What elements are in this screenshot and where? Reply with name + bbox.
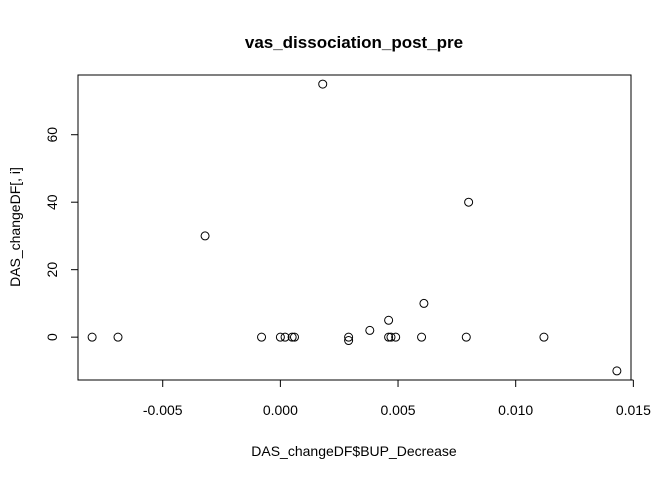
data-point: [318, 79, 328, 89]
data-point: [275, 332, 285, 342]
data-point: [344, 332, 354, 342]
x-axis: -0.005 0.000 0.005 0.010 0.015: [143, 379, 651, 418]
data-point: [289, 332, 299, 342]
data-point: [200, 231, 210, 241]
data-point: [280, 332, 290, 342]
y-tick-label: 20: [44, 262, 60, 278]
data-point: [365, 325, 375, 335]
y-axis: 0 20 40 60: [44, 127, 79, 341]
data-point: [87, 332, 97, 342]
data-point: [384, 332, 394, 342]
data-point: [461, 332, 471, 342]
x-tick-label: 0.015: [616, 402, 651, 418]
data-point: [464, 197, 474, 207]
x-tick-label: 0.005: [381, 402, 416, 418]
data-point: [417, 332, 427, 342]
data-points: [87, 79, 622, 376]
y-tick-label: 0: [44, 333, 60, 341]
data-point: [344, 336, 354, 346]
data-point: [257, 332, 267, 342]
data-point: [287, 332, 297, 342]
data-point: [386, 332, 396, 342]
data-point: [419, 298, 429, 308]
data-point: [539, 332, 549, 342]
chart-title: vas_dissociation_post_pre: [245, 33, 463, 52]
data-point: [612, 366, 622, 376]
x-tick-label: 0.000: [263, 402, 298, 418]
y-tick-label: 60: [44, 127, 60, 143]
plot-frame: [77, 74, 632, 381]
y-tick-label: 40: [44, 194, 60, 210]
data-point: [391, 332, 401, 342]
data-point: [384, 315, 394, 325]
x-tick-label: -0.005: [143, 402, 183, 418]
y-axis-label: DAS_changeDF[, i]: [7, 167, 23, 287]
x-axis-label: DAS_changeDF$BUP_Decrease: [251, 443, 457, 459]
x-tick-label: 0.010: [498, 402, 533, 418]
data-point: [113, 332, 123, 342]
